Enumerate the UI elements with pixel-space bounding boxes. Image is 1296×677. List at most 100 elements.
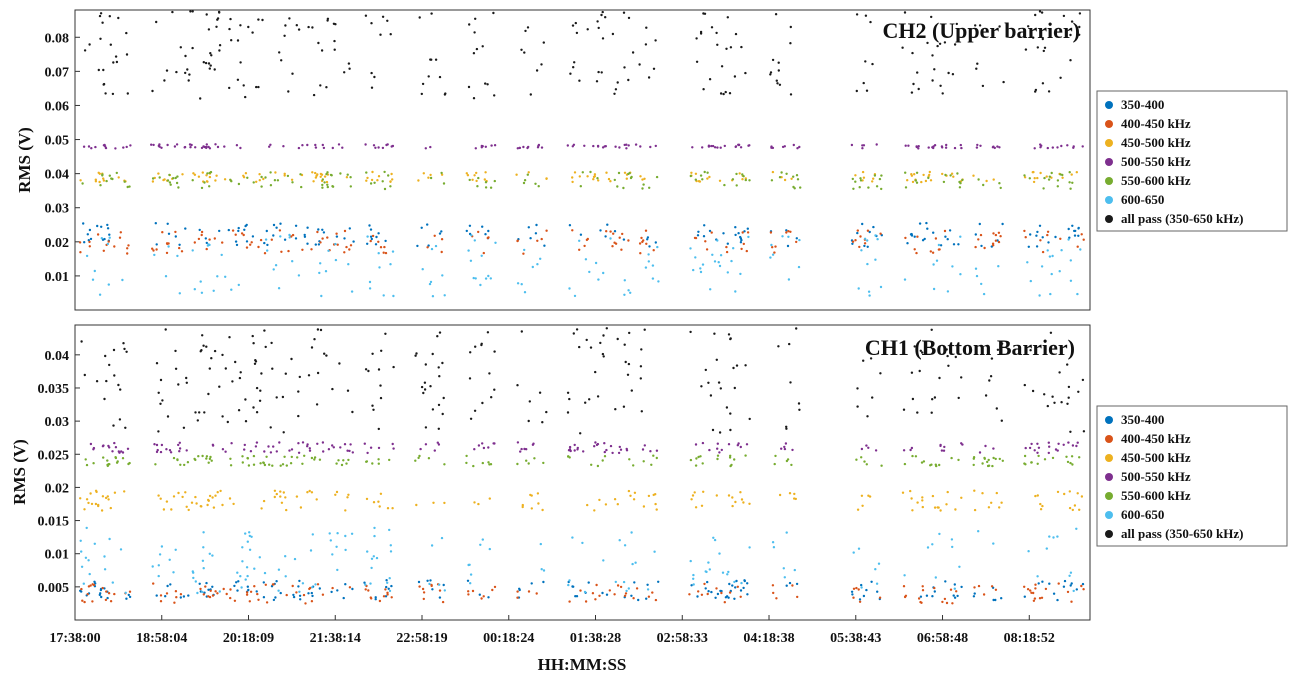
data-point — [370, 557, 374, 560]
data-point — [616, 81, 619, 84]
data-point — [211, 554, 214, 557]
data-point — [262, 461, 265, 464]
data-point — [159, 402, 162, 405]
data-point — [605, 327, 608, 330]
data-point — [322, 450, 325, 453]
data-point — [622, 405, 626, 408]
data-point — [799, 186, 802, 189]
data-point — [224, 450, 227, 453]
data-point — [218, 229, 221, 233]
y-axis-label-ch1: RMS (V) — [10, 439, 29, 505]
data-point — [644, 229, 648, 232]
data-point — [369, 228, 373, 231]
data-point — [856, 229, 859, 232]
data-point — [734, 145, 738, 148]
data-point — [1060, 144, 1063, 148]
data-point — [122, 146, 125, 149]
data-point — [734, 233, 737, 237]
data-point — [1061, 173, 1064, 177]
data-point — [744, 364, 747, 367]
data-point — [310, 491, 314, 494]
data-point — [628, 458, 631, 461]
data-point — [255, 85, 258, 89]
data-point — [382, 294, 385, 297]
data-point — [121, 451, 125, 454]
data-point — [276, 179, 280, 182]
data-point — [229, 457, 232, 460]
x-tick-label: 21:38:14 — [310, 631, 361, 646]
data-point — [262, 499, 266, 503]
data-point — [540, 237, 543, 241]
data-point — [341, 146, 344, 149]
data-point — [221, 353, 224, 357]
data-point — [163, 178, 166, 181]
data-point — [211, 443, 215, 446]
data-point — [237, 182, 241, 186]
data-point — [716, 442, 719, 445]
data-point — [316, 328, 320, 331]
data-point — [921, 239, 925, 242]
data-point — [318, 587, 321, 590]
data-point — [331, 444, 334, 447]
data-point — [216, 275, 219, 278]
data-point — [943, 41, 947, 44]
data-point — [792, 143, 795, 147]
data-point — [603, 145, 606, 148]
data-point — [707, 590, 710, 593]
data-point — [931, 54, 934, 57]
data-point — [332, 446, 335, 449]
data-point — [732, 247, 735, 250]
data-point — [306, 445, 309, 448]
data-point — [153, 253, 156, 257]
data-point — [186, 68, 189, 71]
data-point — [198, 228, 201, 232]
data-point — [157, 172, 160, 175]
data-point — [248, 534, 251, 538]
data-point — [242, 233, 245, 237]
data-point — [371, 462, 374, 465]
legend-marker — [1105, 139, 1113, 147]
data-point — [600, 13, 603, 17]
data-point — [592, 175, 596, 179]
data-point — [436, 335, 439, 338]
data-point — [960, 146, 963, 150]
data-point — [392, 447, 395, 450]
data-point — [154, 463, 157, 466]
data-point — [424, 363, 427, 366]
data-point — [910, 446, 914, 450]
data-point — [378, 505, 381, 508]
data-point — [1051, 146, 1055, 149]
data-point — [946, 354, 949, 358]
data-point — [221, 415, 224, 418]
data-point — [123, 490, 126, 493]
data-point — [178, 450, 181, 453]
data-point — [742, 242, 745, 246]
data-point — [586, 175, 589, 178]
data-point — [248, 531, 251, 534]
data-point — [604, 16, 607, 19]
data-point — [386, 19, 389, 22]
data-point — [1081, 582, 1085, 586]
data-point — [316, 583, 320, 586]
data-point — [125, 31, 128, 35]
data-point — [878, 177, 882, 181]
data-point — [739, 235, 742, 239]
data-point — [1072, 589, 1075, 593]
data-point — [377, 240, 380, 243]
data-point — [122, 342, 125, 345]
data-point — [527, 462, 530, 465]
data-point — [207, 499, 210, 502]
data-point — [1041, 250, 1045, 254]
data-point — [343, 71, 346, 74]
data-point — [223, 145, 226, 148]
data-point — [87, 145, 91, 148]
data-point — [205, 241, 208, 245]
data-point — [244, 578, 247, 581]
data-point — [79, 251, 82, 254]
data-point — [1067, 441, 1070, 444]
data-point — [972, 457, 975, 460]
data-point — [174, 230, 177, 234]
data-point — [879, 372, 882, 375]
data-point — [429, 173, 432, 177]
data-point — [641, 187, 644, 190]
